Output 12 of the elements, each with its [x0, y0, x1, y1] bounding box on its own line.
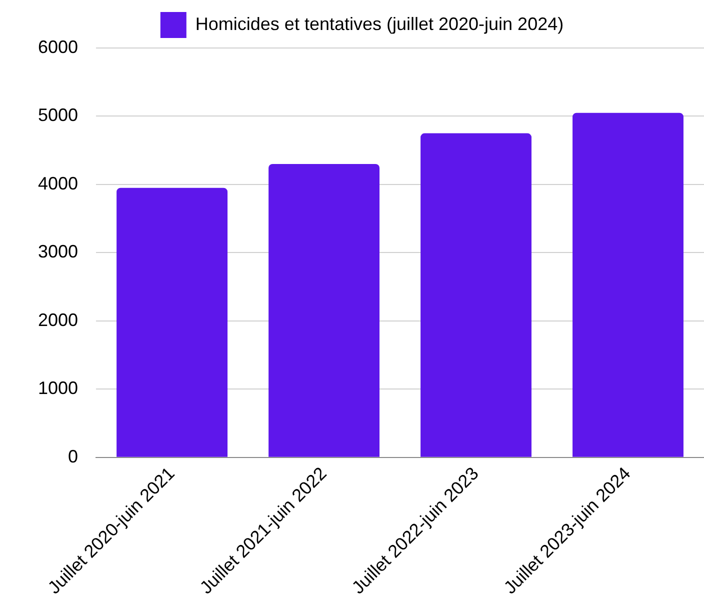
legend-label: Homicides et tentatives (juillet 2020-juin 2024): [195, 14, 564, 34]
y-tick-label: 2000: [38, 310, 78, 330]
y-tick-label: 0: [68, 446, 78, 466]
y-tick-label: 6000: [38, 36, 78, 57]
bar: [116, 188, 228, 457]
y-tick-label: 3000: [38, 242, 78, 262]
bar: [420, 133, 532, 457]
y-tick-label: 5000: [38, 105, 78, 126]
bar: [268, 164, 380, 457]
y-tick-label: 4000: [38, 173, 78, 194]
bar: [572, 112, 684, 457]
y-tick-label: 1000: [38, 378, 78, 398]
